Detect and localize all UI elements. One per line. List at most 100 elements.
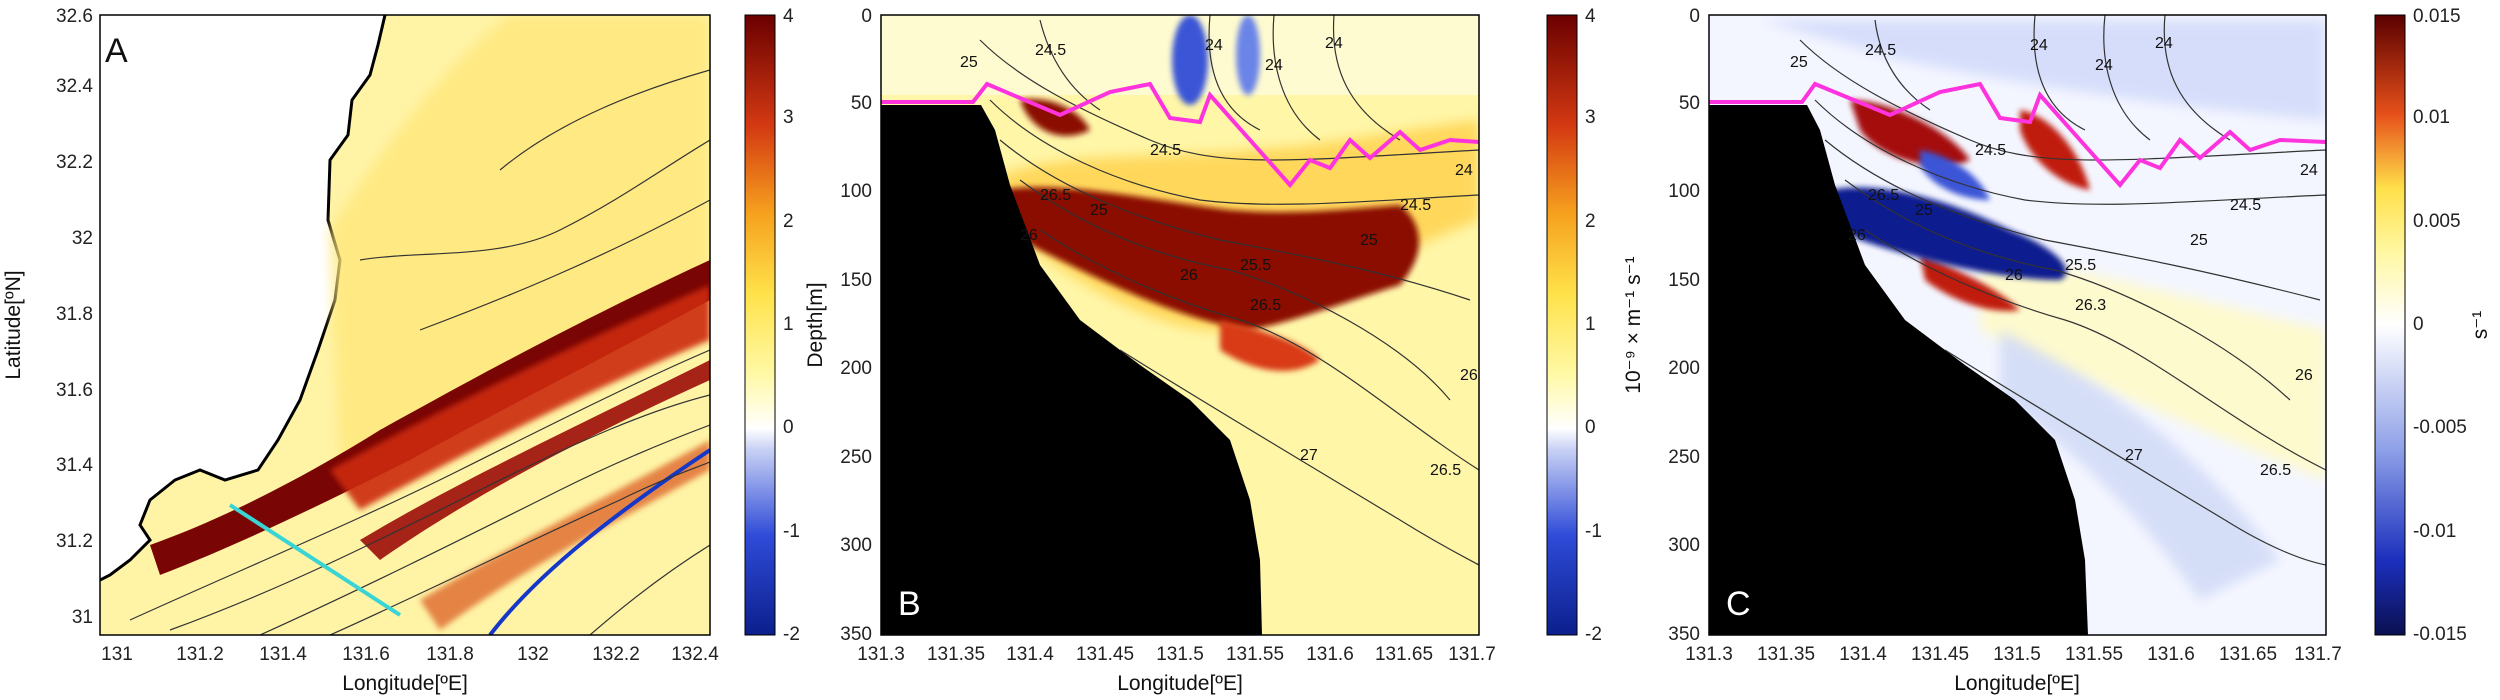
panel-c-contour-label: 24 bbox=[2300, 162, 2318, 179]
panel-b-positive-core bbox=[1020, 99, 1090, 136]
panel-c-x-tick-label: 131.35 bbox=[1757, 644, 1815, 665]
panel-c-contour-label: 26 bbox=[1848, 227, 1866, 244]
panel-c-x-axis-label: Longitude[ºE] bbox=[1954, 672, 2080, 695]
panel-b-colorbar-tick-label: 2 bbox=[1585, 211, 1596, 232]
panel-c-section: 25 24.5 24 24 24 24.5 24 25 26 26.3 24.5… bbox=[1709, 15, 2326, 635]
panel-c-label: C bbox=[1726, 585, 1751, 623]
panel-c-y-tick-label: 0 bbox=[1689, 6, 1700, 27]
shelf-warm-region bbox=[330, 15, 710, 470]
panel-b-contour-label: 26.5 bbox=[1250, 297, 1281, 314]
section-line bbox=[228, 503, 402, 617]
panel-c-colorbar-tick-label: 0 bbox=[2413, 314, 2424, 335]
panel-b-x-tick-label: 131.55 bbox=[1226, 644, 1284, 665]
panel-c-isopycnals bbox=[1799, 15, 2326, 566]
panel-b-y-tick-label: 100 bbox=[840, 181, 872, 202]
panel-b-contour-label: 27 bbox=[1300, 447, 1318, 464]
panel-b-x-tick-label: 131.65 bbox=[1375, 644, 1433, 665]
panel-a-colorbar-tick-label: -1 bbox=[783, 521, 800, 542]
panel-b-contour-labels: 25 24.5 24 24 24 24.5 24 25 26 26.5 24.5… bbox=[960, 35, 1478, 479]
panel-b-colorbar-tick-label: -2 bbox=[1585, 624, 1602, 645]
panel-a-x-axis-label: Longitude[ºE] bbox=[342, 672, 468, 695]
panel-c-colorbar-label: s⁻¹ bbox=[2469, 311, 2492, 340]
panel-c-colorbar-tick-label: -0.01 bbox=[2413, 521, 2456, 542]
panel-c-surface-negative bbox=[1760, 20, 2326, 120]
panel-c-y-tick-label: 300 bbox=[1668, 535, 1700, 556]
panel-b-y-tick-label: 150 bbox=[840, 270, 872, 291]
panel-c-colorbar-tick-label: -0.015 bbox=[2413, 624, 2467, 645]
panel-b-contour-label: 26.5 bbox=[1040, 187, 1071, 204]
panel-b-colorbar-ticks: -2 -1 0 1 2 3 4 bbox=[1585, 6, 1602, 645]
panel-b-negative-patch bbox=[1172, 15, 1208, 105]
panel-b-y-tick-label: 200 bbox=[840, 358, 872, 379]
panel-a-y-tick-label: 31.4 bbox=[56, 455, 93, 476]
panel-a-colorbar-tick-label: 4 bbox=[783, 6, 794, 27]
panel-b-colorbar-tick-label: 4 bbox=[1585, 6, 1596, 27]
panel-c-positive-wash bbox=[1980, 250, 2326, 480]
panel-c-contour-label: 25 bbox=[1915, 202, 1933, 219]
panel-b-y-tick-label: 250 bbox=[840, 447, 872, 468]
panel-b-y-ticks: 0 50 100 150 200 250 300 350 bbox=[840, 6, 872, 645]
panel-a-colorbar-tick-label: 2 bbox=[783, 211, 794, 232]
panel-c-colorbar-ticks: 0.015 0.01 0.005 0 -0.005 -0.01 -0.015 bbox=[2413, 6, 2467, 645]
panel-b-colorbar-tick-label: 0 bbox=[1585, 417, 1596, 438]
panel-a-x-ticks: 131 131.2 131.4 131.6 131.8 132 132.2 13… bbox=[101, 644, 719, 665]
panel-c-contour-labels: 25 24.5 24 24 24 24.5 24 25 26 26.3 24.5… bbox=[1790, 35, 2318, 479]
panel-a-y-tick-label: 31.6 bbox=[56, 380, 93, 401]
panel-b-y-tick-label: 50 bbox=[851, 93, 872, 114]
panel-a-y-tick-label: 32.6 bbox=[56, 6, 93, 27]
panel-b-contour-label: 24.5 bbox=[1035, 42, 1066, 59]
panel-b-contour-label: 26.5 bbox=[1430, 462, 1461, 479]
panel-c-colorbar-tick-label: 0.005 bbox=[2413, 211, 2461, 232]
panel-c-contour-label: 26.5 bbox=[1868, 187, 1899, 204]
panel-c-y-ticks: 0 50 100 150 200 250 300 350 bbox=[1668, 6, 1700, 645]
panel-b-positive-core bbox=[1220, 320, 1320, 371]
panel-a-y-tick-label: 32 bbox=[72, 228, 93, 249]
panel-c-contour-label: 24 bbox=[2155, 35, 2173, 52]
panel-a-colorbar-tick-label: 3 bbox=[783, 107, 794, 128]
panel-b-section: 25 24.5 24 24 24 24.5 24 25 26 26.5 24.5… bbox=[881, 15, 1479, 635]
panel-b: 25 24.5 24 24 24 24.5 24 25 26 26.5 24.5… bbox=[804, 6, 1645, 695]
panel-b-x-tick-label: 131.6 bbox=[1306, 644, 1354, 665]
panel-b-colorbar-tick-label: 3 bbox=[1585, 107, 1596, 128]
coastline-land bbox=[100, 15, 385, 580]
coastline bbox=[100, 15, 387, 582]
panel-c-positive-patch bbox=[1850, 100, 1970, 166]
panel-b-contour-label: 25.5 bbox=[1240, 257, 1271, 274]
panel-a-colorbar-ticks: -2 -1 0 1 2 3 4 bbox=[783, 6, 800, 645]
panel-b-colorbar-tick-label: 1 bbox=[1585, 314, 1596, 335]
panel-c-contour-label: 26.3 bbox=[2075, 297, 2106, 314]
panel-c-contour-label: 26.5 bbox=[2260, 462, 2291, 479]
panel-b-contour-label: 24.5 bbox=[1400, 197, 1431, 214]
panel-a-label: A bbox=[105, 32, 128, 70]
panel-a-x-tick-label: 132.2 bbox=[592, 644, 640, 665]
panel-b-x-tick-label: 131.45 bbox=[1076, 644, 1134, 665]
panel-a-x-tick-label: 131.6 bbox=[342, 644, 390, 665]
panel-b-x-tick-label: 131.4 bbox=[1006, 644, 1054, 665]
panel-b-x-axis-label: Longitude[ºE] bbox=[1117, 672, 1243, 695]
panel-c-x-tick-label: 131.4 bbox=[1839, 644, 1887, 665]
panel-c-negative-core bbox=[1826, 187, 2067, 280]
offshore-blue-contour bbox=[488, 448, 710, 635]
panel-c-frame bbox=[1708, 14, 2327, 636]
panel-b-colorbar bbox=[1546, 14, 1578, 636]
panel-b-mixed-layer-depth bbox=[881, 81, 1479, 189]
panel-c-y-tick-label: 150 bbox=[1668, 270, 1700, 291]
panel-c-contour-label: 26 bbox=[2295, 367, 2313, 384]
panel-b-positive-core bbox=[999, 187, 1419, 330]
panel-c-colorbar-tick-label: 0.01 bbox=[2413, 107, 2450, 128]
panel-b-y-tick-label: 0 bbox=[861, 6, 872, 27]
panel-c-colorbar bbox=[2374, 14, 2406, 636]
panel-a-y-tick-label: 32.4 bbox=[56, 76, 93, 97]
panel-c-contour-label: 24.5 bbox=[2230, 197, 2261, 214]
panel-c-x-tick-label: 131.6 bbox=[2147, 644, 2195, 665]
panel-c-y-tick-label: 100 bbox=[1668, 181, 1700, 202]
panel-b-x-tick-label: 131.7 bbox=[1448, 644, 1496, 665]
seabed bbox=[1709, 105, 2088, 635]
panel-c-x-tick-label: 131.55 bbox=[2065, 644, 2123, 665]
panel-c-negative-wash bbox=[2000, 330, 2280, 600]
panel-c-colorbar-tick-label: -0.005 bbox=[2413, 417, 2467, 438]
panel-b-contour-label: 24.5 bbox=[1150, 142, 1181, 159]
panel-b-label: B bbox=[898, 585, 921, 623]
panel-c-y-tick-label: 250 bbox=[1668, 447, 1700, 468]
